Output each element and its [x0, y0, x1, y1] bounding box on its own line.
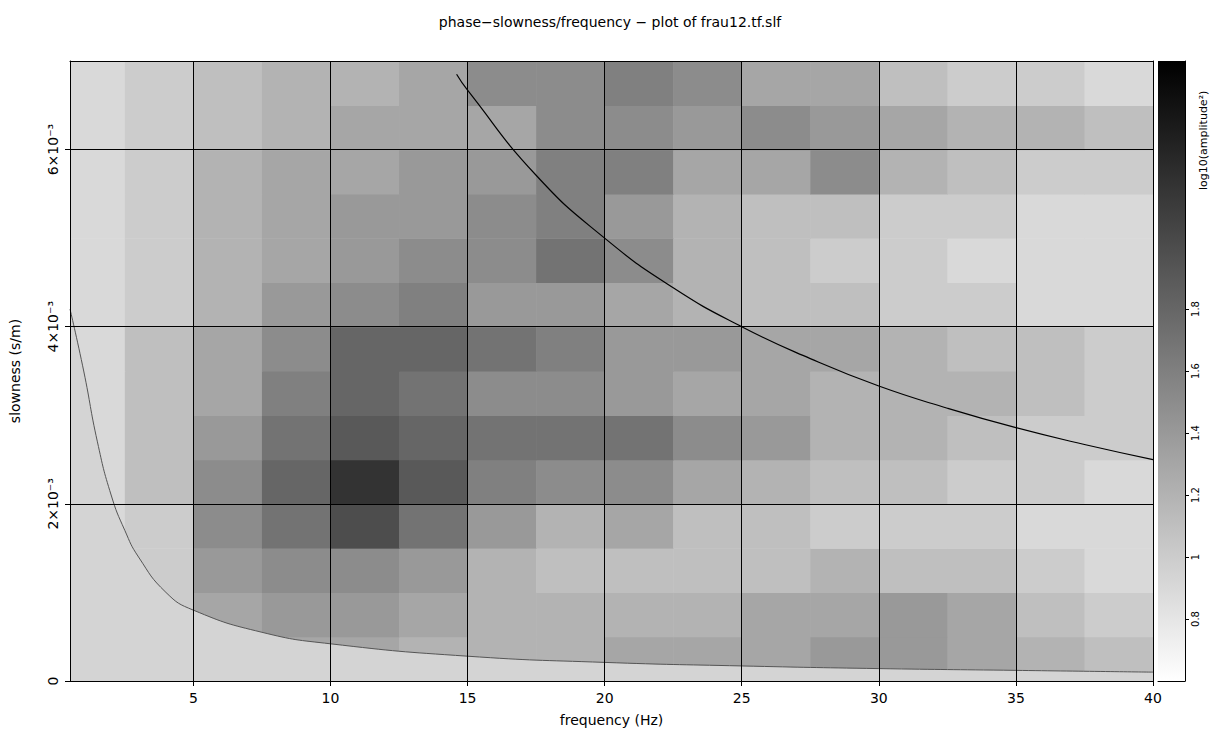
- svg-text:1.2: 1.2: [1190, 487, 1201, 503]
- svg-text:1.8: 1.8: [1190, 301, 1201, 317]
- svg-text:25: 25: [733, 690, 751, 706]
- svg-text:5: 5: [189, 690, 198, 706]
- svg-text:1.4: 1.4: [1190, 425, 1201, 441]
- svg-text:phase−slowness/frequency − plo: phase−slowness/frequency − plot of frau1…: [439, 14, 782, 30]
- svg-text:20: 20: [596, 690, 614, 706]
- svg-text:15: 15: [459, 690, 477, 706]
- svg-text:35: 35: [1007, 690, 1025, 706]
- svg-text:4×10⁻³: 4×10⁻³: [45, 301, 61, 352]
- svg-text:slowness (s/m): slowness (s/m): [7, 319, 23, 423]
- svg-text:log10(amplitude²): log10(amplitude²): [1197, 91, 1210, 190]
- svg-text:40: 40: [1144, 690, 1162, 706]
- svg-text:0.8: 0.8: [1190, 611, 1201, 627]
- svg-text:0: 0: [45, 677, 61, 686]
- svg-text:6×10⁻³: 6×10⁻³: [45, 124, 61, 175]
- svg-text:1: 1: [1190, 554, 1201, 560]
- svg-text:frequency (Hz): frequency (Hz): [560, 712, 663, 728]
- svg-text:30: 30: [870, 690, 888, 706]
- svg-text:1.6: 1.6: [1190, 363, 1201, 379]
- svg-text:2×10⁻³: 2×10⁻³: [45, 478, 61, 529]
- svg-text:10: 10: [322, 690, 340, 706]
